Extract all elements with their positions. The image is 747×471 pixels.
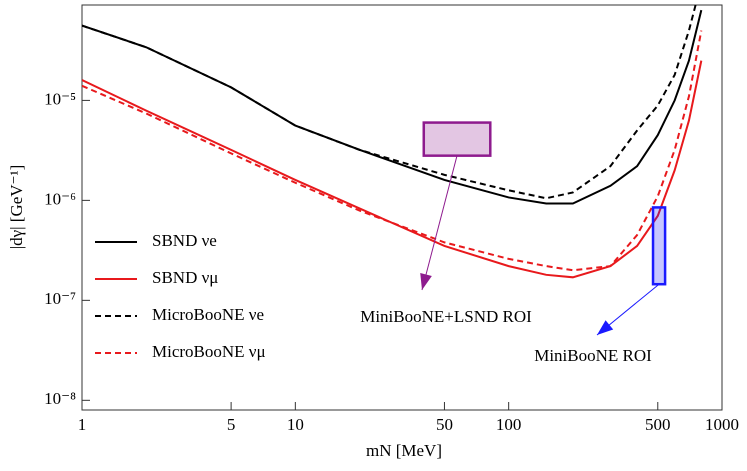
legend-label: MicroBooNE νe: [152, 305, 264, 324]
y-tick-label: 10⁻⁷: [44, 289, 76, 308]
y-tick-label: 10⁻⁶: [44, 189, 76, 208]
legend-label: SBND νμ: [152, 268, 218, 287]
annotation-arrow: [421, 155, 458, 291]
plot-frame: [81, 4, 723, 411]
roi-region: [422, 121, 492, 157]
arrow-head: [597, 320, 614, 335]
y-tick-label: 10⁻⁸: [44, 389, 76, 408]
legend-label: SBND νe: [152, 231, 217, 250]
x-tick-label: 5: [227, 415, 236, 434]
y-tick-label: 10⁻⁵: [44, 89, 76, 108]
x-tick-label: 1: [78, 415, 87, 434]
arrow-head: [420, 273, 432, 290]
x-tick-label: 500: [645, 415, 671, 434]
annotation-label: MiniBooNE+LSND ROI: [360, 307, 532, 326]
x-axis-title: mN [MeV]: [366, 441, 442, 460]
x-tick-label: 1000: [705, 415, 739, 434]
x-tick-label: 10: [287, 415, 304, 434]
series-line: [82, 9, 703, 205]
series-line: [82, 5, 697, 200]
legend-label: MicroBooNE νμ: [152, 342, 266, 361]
series-line: [82, 30, 703, 272]
roi-region: [651, 206, 667, 286]
annotation-label: MiniBooNE ROI: [534, 346, 652, 365]
x-tick-label: 100: [496, 415, 522, 434]
y-axis-title: |dγ| [GeV⁻¹]: [7, 165, 26, 250]
series-line: [82, 60, 703, 279]
plot-area: [82, 5, 703, 279]
x-tick-label: 50: [436, 415, 453, 434]
